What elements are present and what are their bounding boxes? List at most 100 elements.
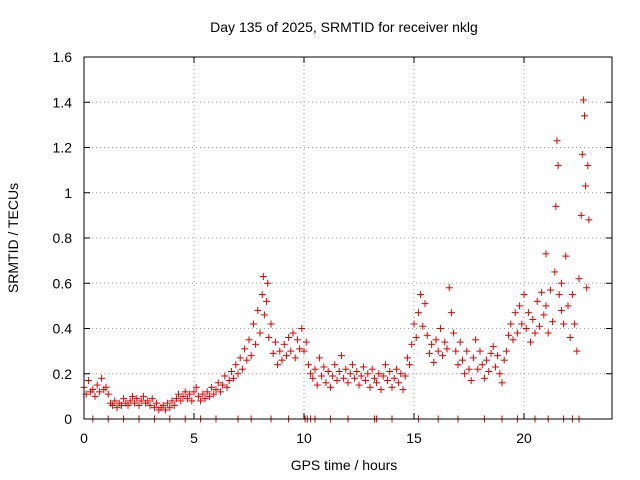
data-point xyxy=(128,392,136,400)
data-point xyxy=(243,356,251,364)
data-point xyxy=(575,275,583,283)
data-point xyxy=(542,302,550,310)
data-point xyxy=(98,374,106,382)
data-point xyxy=(579,96,587,104)
data-point xyxy=(373,379,381,387)
data-point xyxy=(366,383,374,391)
data-point xyxy=(263,297,271,305)
data-point xyxy=(254,306,262,314)
data-point xyxy=(410,320,418,328)
data-point xyxy=(566,334,574,342)
data-point xyxy=(582,182,590,190)
data-point xyxy=(153,399,161,407)
data-point xyxy=(577,211,585,219)
data-point xyxy=(331,361,339,369)
data-point xyxy=(197,397,205,405)
data-point xyxy=(333,377,341,385)
data-point xyxy=(584,162,592,170)
data-point xyxy=(417,291,425,299)
data-point xyxy=(364,370,372,378)
data-point xyxy=(458,356,466,364)
data-point xyxy=(133,395,141,403)
data-point xyxy=(238,365,246,373)
data-point xyxy=(315,354,323,362)
data-point xyxy=(546,286,554,294)
data-point xyxy=(225,377,233,385)
data-point xyxy=(135,401,143,409)
data-point xyxy=(483,356,491,364)
data-point xyxy=(472,336,480,344)
data-point xyxy=(498,379,506,387)
data-point xyxy=(578,150,586,158)
data-point xyxy=(533,297,541,305)
data-point xyxy=(516,302,524,310)
data-point xyxy=(259,272,267,280)
data-point xyxy=(285,334,293,342)
data-point xyxy=(214,379,222,387)
data-point xyxy=(430,358,438,366)
data-point xyxy=(401,372,409,380)
data-point xyxy=(203,388,211,396)
data-point xyxy=(348,361,356,369)
data-point xyxy=(95,388,103,396)
data-point xyxy=(230,374,238,382)
data-point xyxy=(300,347,308,355)
data-point xyxy=(452,347,460,355)
data-point xyxy=(186,390,194,398)
data-point xyxy=(276,347,284,355)
data-point xyxy=(568,291,576,299)
data-point xyxy=(269,349,277,357)
data-point xyxy=(322,379,330,387)
data-point xyxy=(428,340,436,348)
data-point xyxy=(274,361,282,369)
data-point xyxy=(399,386,407,394)
data-point xyxy=(585,216,593,224)
data-point xyxy=(210,390,218,398)
data-point xyxy=(386,367,394,375)
y-tick-label: 1 xyxy=(64,185,72,201)
data-point xyxy=(436,325,444,332)
data-point xyxy=(509,336,517,344)
data-point xyxy=(379,372,387,380)
data-point xyxy=(131,399,139,407)
data-point xyxy=(478,361,486,369)
data-point xyxy=(406,361,414,369)
data-point xyxy=(340,374,348,382)
data-point xyxy=(249,320,257,328)
data-point xyxy=(346,370,354,378)
data-point xyxy=(144,397,152,405)
data-point xyxy=(227,367,235,375)
y-axis-label: SRMTID / TECUs xyxy=(5,183,21,293)
data-point xyxy=(564,302,572,310)
grid-lines xyxy=(84,57,612,419)
data-point xyxy=(353,367,361,375)
data-point xyxy=(264,279,272,287)
data-point xyxy=(164,399,172,407)
data-point xyxy=(447,309,455,317)
data-point xyxy=(236,354,244,362)
data-point xyxy=(355,381,363,389)
data-point xyxy=(188,397,196,405)
data-point xyxy=(192,383,200,391)
data-point xyxy=(223,383,231,391)
data-point xyxy=(309,374,317,382)
data-point xyxy=(271,338,279,346)
data-point xyxy=(304,361,312,369)
data-point xyxy=(170,401,178,409)
data-point xyxy=(573,347,581,355)
data-point xyxy=(476,347,484,355)
data-point xyxy=(329,372,337,380)
data-point xyxy=(377,386,385,394)
data-point xyxy=(412,334,420,342)
data-point xyxy=(357,372,365,380)
data-point xyxy=(368,365,376,373)
data-point xyxy=(421,300,429,308)
data-point xyxy=(531,329,539,337)
data-point xyxy=(524,309,532,317)
y-tick-label: 0.8 xyxy=(53,230,73,246)
data-point xyxy=(467,377,475,385)
data-point xyxy=(293,336,301,344)
data-point xyxy=(390,374,398,382)
data-point xyxy=(117,401,125,409)
data-point xyxy=(201,395,209,403)
